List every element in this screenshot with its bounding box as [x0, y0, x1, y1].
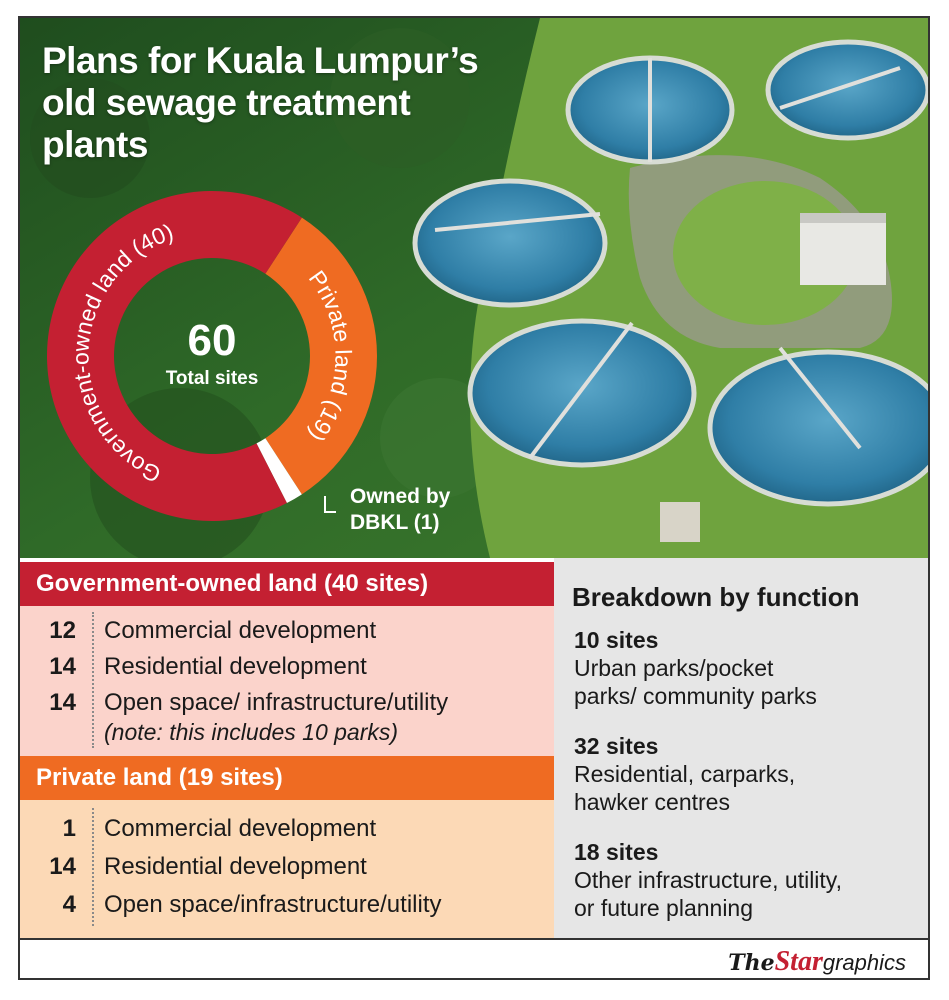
function-block: 32 sites Residential, carparks, hawker c…	[574, 732, 914, 816]
government-heading: Government-owned land (40 sites)	[20, 562, 554, 606]
list-item: 12 Commercial development	[20, 614, 554, 648]
list-item: 4 Open space/infrastructure/utility	[20, 888, 554, 922]
breakdown-section: Government-owned land (40 sites) 12 Comm…	[20, 558, 928, 938]
function-desc-line1: Urban parks/pocket	[574, 655, 774, 681]
function-block: 18 sites Other infrastructure, utility, …	[574, 838, 914, 922]
dbkl-label-line2: DBKL (1)	[350, 511, 439, 534]
private-list: 1 Commercial development 14 Residential …	[20, 800, 554, 938]
row-count: 14	[49, 853, 76, 880]
dbkl-leader-line	[324, 496, 336, 513]
private-divider	[92, 808, 94, 926]
function-count: 10 sites	[574, 627, 659, 653]
logo-star: Star	[774, 946, 823, 977]
function-count: 32 sites	[574, 733, 659, 759]
government-note: (note: this includes 10 parks)	[104, 719, 399, 745]
function-desc-line2: or future planning	[574, 895, 754, 921]
row-label: Open space/ infrastructure/utility	[104, 689, 449, 716]
list-item: 14 Residential development	[20, 650, 554, 684]
row-count: 4	[62, 891, 76, 918]
row-count: 14	[49, 689, 76, 716]
logo-graphics: graphics	[822, 950, 906, 975]
donut-slice-government	[47, 191, 302, 521]
function-count: 18 sites	[574, 839, 659, 865]
row-count: 12	[49, 617, 76, 644]
logo-the: The	[728, 950, 775, 976]
function-breakdown: Breakdown by function 10 sites Urban par…	[554, 558, 928, 938]
footer: TheStargraphics	[20, 938, 928, 978]
function-block: 10 sites Urban parks/pocket parks/ commu…	[574, 626, 914, 710]
function-heading: Breakdown by function	[572, 582, 860, 612]
donut-slice-private	[265, 217, 377, 495]
function-desc-line1: Other infrastructure, utility,	[574, 867, 842, 893]
list-item: 14 Open space/ infrastructure/utility	[20, 686, 554, 720]
row-label: Open space/infrastructure/utility	[104, 891, 442, 918]
ownership-breakdown: Government-owned land (40 sites) 12 Comm…	[20, 558, 554, 938]
thestar-graphics-logo: TheStargraphics	[728, 946, 906, 978]
row-count: 1	[62, 815, 76, 842]
row-count: 14	[49, 653, 76, 680]
government-divider	[92, 612, 94, 748]
donut-center-value: 60	[188, 316, 237, 365]
list-item: 1 Commercial development	[20, 812, 554, 846]
function-desc-line1: Residential, carparks,	[574, 761, 796, 787]
row-label: Residential development	[104, 853, 367, 880]
infographic-frame: Plans for Kuala Lumpur’s old sewage trea…	[18, 16, 930, 980]
private-heading: Private land (19 sites)	[20, 756, 554, 800]
row-label: Commercial development	[104, 617, 377, 644]
page-title: Plans for Kuala Lumpur’s old sewage trea…	[42, 40, 479, 165]
donut-center-label: Total sites	[166, 368, 259, 389]
row-label: Residential development	[104, 653, 367, 680]
function-desc-line2: hawker centres	[574, 789, 730, 815]
hero-photo: Plans for Kuala Lumpur’s old sewage trea…	[20, 18, 928, 558]
donut-slice-dbkl	[256, 438, 302, 504]
row-label: Commercial development	[104, 815, 377, 842]
dbkl-label-line1: Owned by	[350, 485, 451, 508]
government-list: 12 Commercial development 14 Residential…	[20, 606, 554, 756]
sites-donut-chart: Government-owned land (40) Private land …	[47, 191, 451, 534]
function-desc-line2: parks/ community parks	[574, 683, 817, 709]
list-item: 14 Residential development	[20, 850, 554, 884]
